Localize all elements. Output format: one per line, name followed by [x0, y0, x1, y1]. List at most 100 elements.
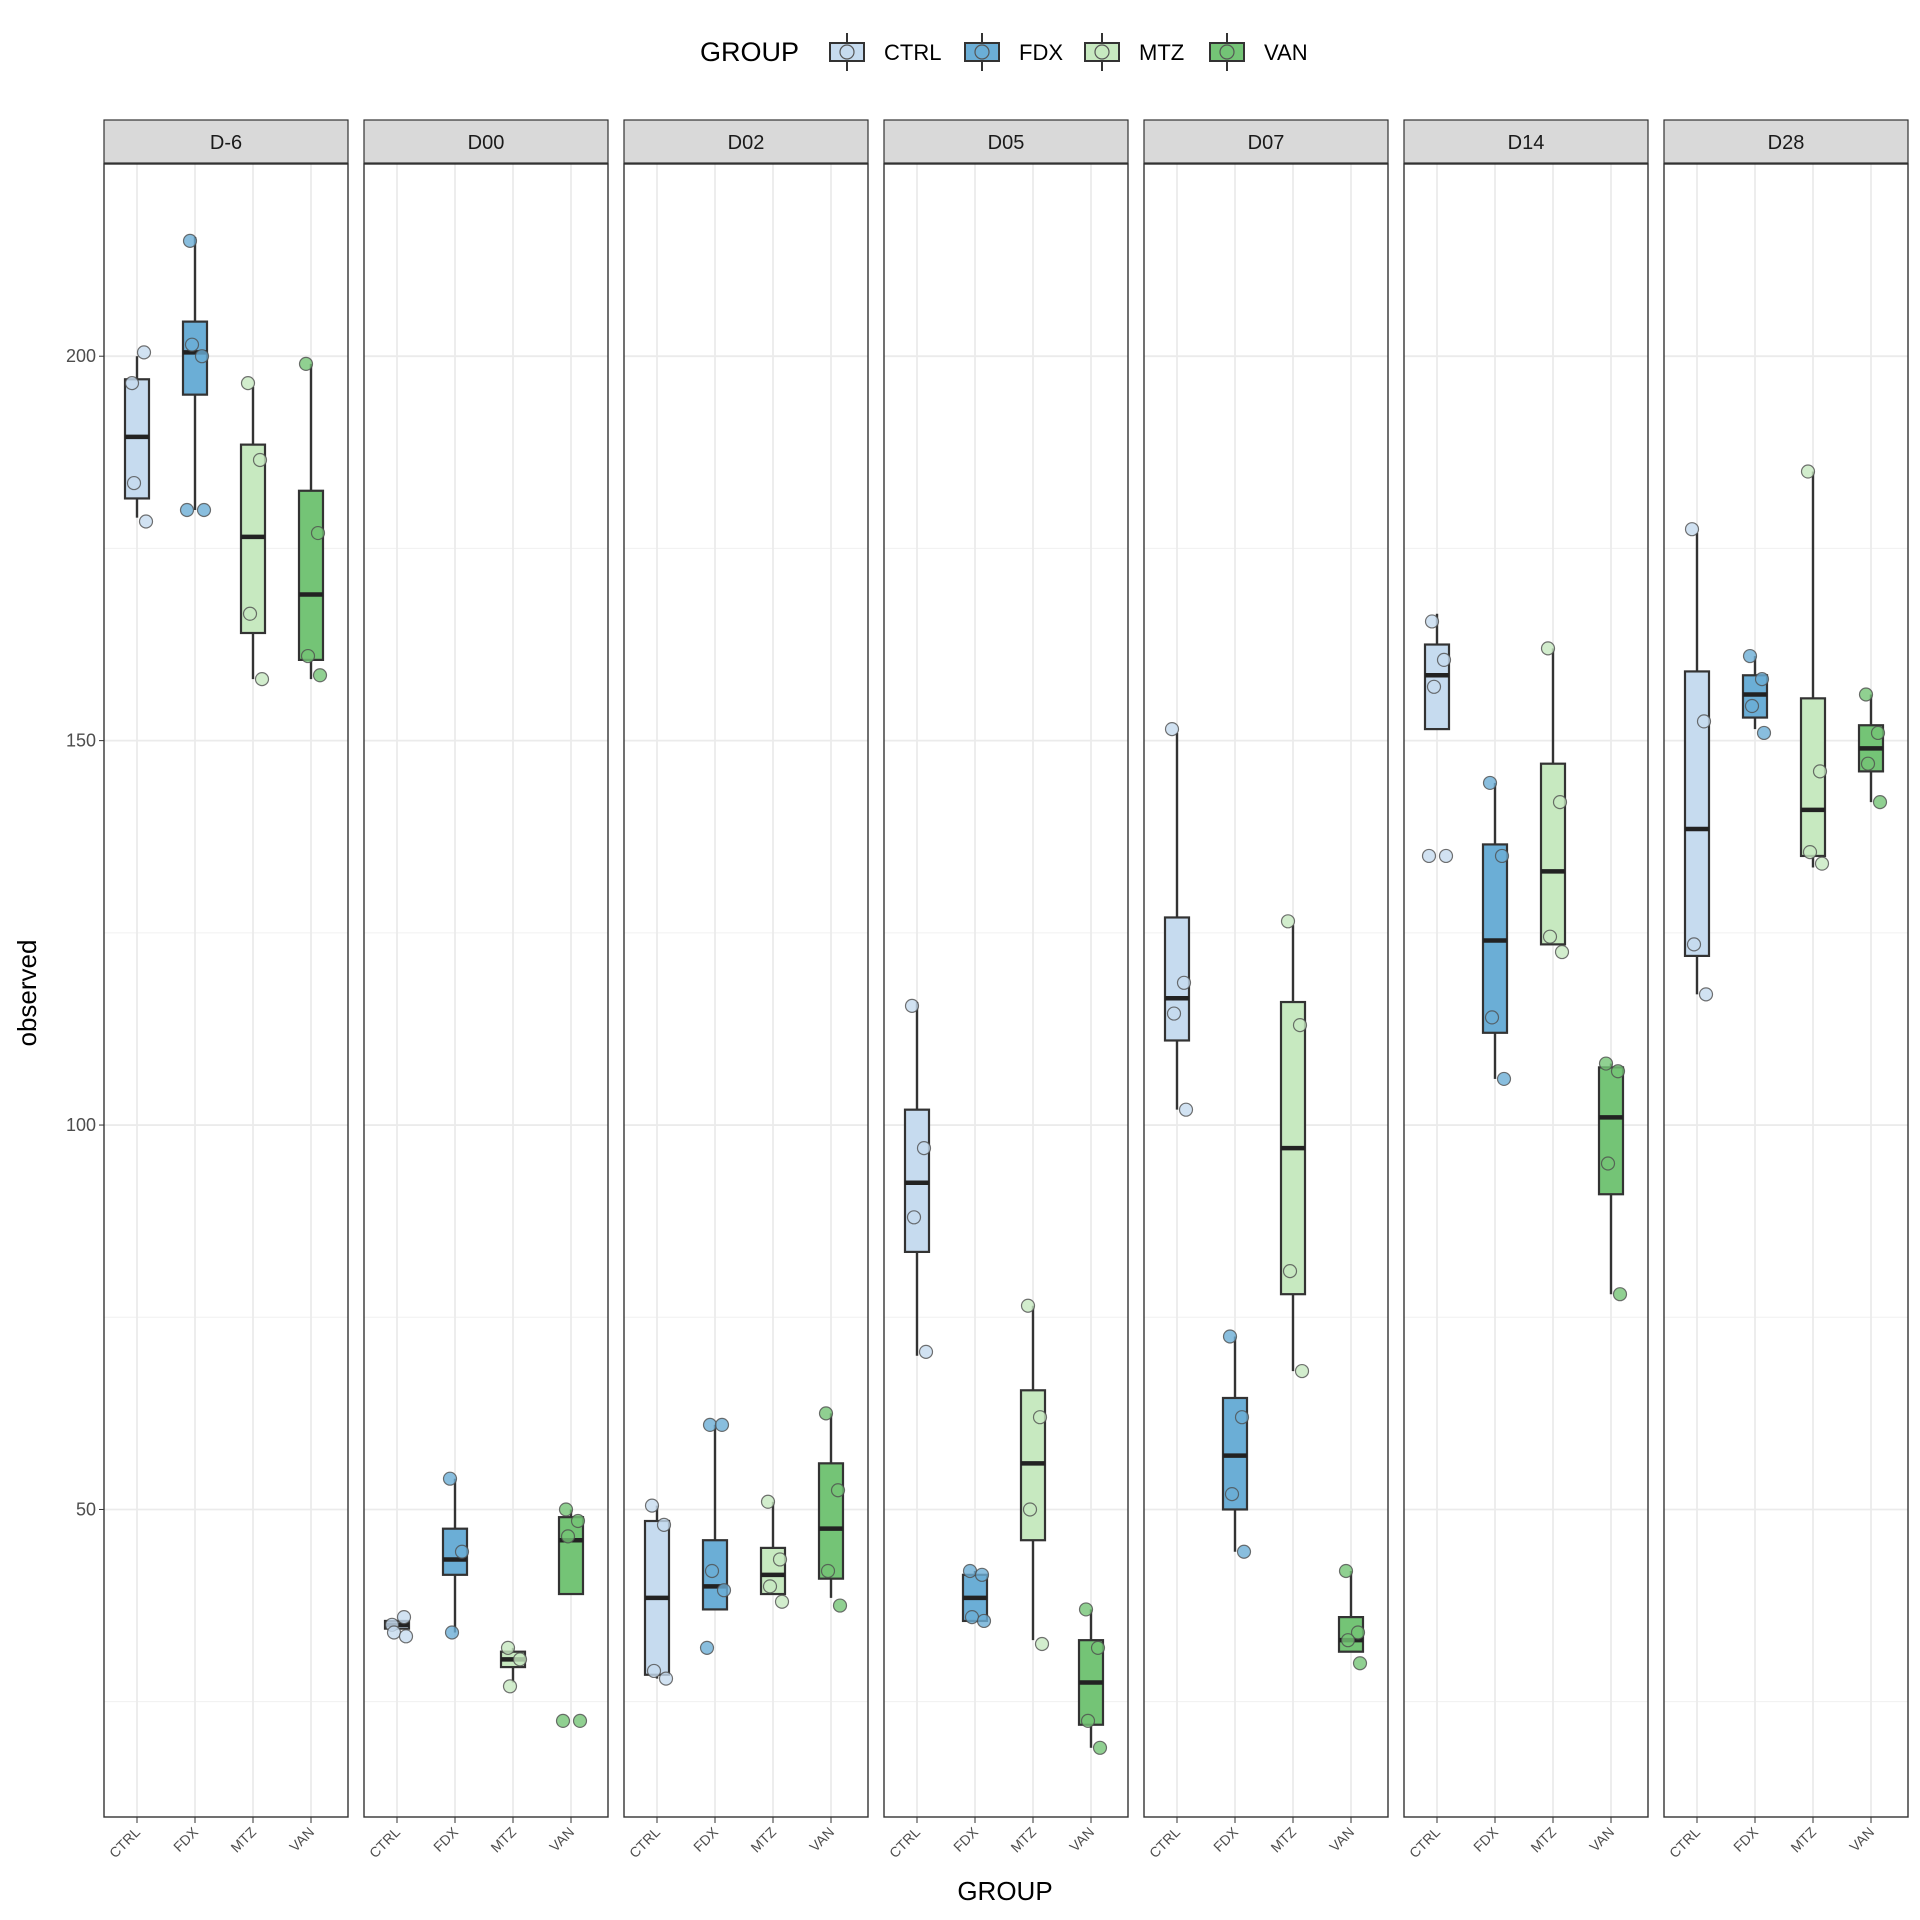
panel-d00: D00 CTRL FDX MTZ VAN	[363, 119, 609, 1861]
box-iqr	[297, 489, 325, 662]
facet-strip	[103, 119, 349, 164]
data-point	[1092, 1740, 1108, 1755]
data-point	[714, 1417, 730, 1432]
legend-label: MTZ	[1139, 40, 1184, 65]
box-iqr	[1539, 762, 1567, 946]
x-tick-label: FDX	[430, 1823, 462, 1855]
data-point	[196, 502, 212, 518]
data-point	[1494, 848, 1510, 864]
data-point	[1164, 721, 1180, 737]
facet-strip-label: D05	[988, 132, 1025, 154]
box-mtz	[1279, 914, 1310, 1379]
data-point	[964, 1610, 980, 1625]
data-point	[1034, 1636, 1050, 1652]
panel-border	[103, 163, 349, 1818]
panel-d-6: D-6 CTRL FDX MTZ VAN	[103, 119, 349, 1861]
panel-border	[623, 163, 869, 1818]
data-point	[1870, 725, 1886, 741]
legend-entry-van: VAN	[1209, 33, 1308, 71]
data-point	[1340, 1633, 1356, 1648]
data-point	[646, 1663, 662, 1679]
data-point	[300, 648, 316, 664]
box-van	[817, 1406, 848, 1613]
box-ctrl	[1421, 613, 1454, 864]
x-tick-label: MTZ	[1007, 1823, 1039, 1855]
data-point	[830, 1483, 846, 1498]
data-point	[1436, 652, 1452, 668]
legend-key-point	[1094, 44, 1110, 60]
panel-border	[1663, 163, 1909, 1818]
data-point	[772, 1552, 788, 1567]
legend-label: CTRL	[884, 40, 941, 65]
box-ctrl	[383, 1610, 414, 1644]
data-point	[820, 1563, 836, 1579]
data-point	[1802, 845, 1818, 860]
data-point	[1800, 464, 1816, 479]
panel-d02: D02 CTRL FDX MTZ VAN	[623, 119, 869, 1861]
data-point	[1178, 1102, 1194, 1117]
legend-key-point	[1219, 44, 1235, 60]
data-point	[1814, 856, 1830, 871]
data-point	[974, 1567, 990, 1582]
panel-d07: D07 CTRL FDX MTZ VAN	[1143, 119, 1389, 1861]
data-point	[512, 1652, 528, 1667]
box-iqr	[1597, 1066, 1625, 1196]
data-point	[1684, 522, 1700, 537]
data-point	[502, 1679, 518, 1694]
data-point	[1294, 1363, 1310, 1379]
x-tick-label: VAN	[1846, 1824, 1877, 1855]
data-point	[298, 356, 314, 371]
facet-strip	[363, 119, 609, 164]
data-point	[1858, 687, 1874, 702]
data-point	[179, 502, 195, 518]
data-point	[454, 1544, 470, 1559]
box-van	[555, 1502, 588, 1728]
data-point	[1292, 1017, 1308, 1033]
facet-strip-label: D02	[728, 132, 765, 154]
box-ctrl	[903, 998, 934, 1359]
data-point	[1484, 1010, 1500, 1025]
data-point	[1222, 1329, 1238, 1344]
data-point	[242, 606, 258, 621]
box-van	[1597, 1056, 1628, 1302]
data-point	[1482, 775, 1498, 791]
box-mtz	[499, 1640, 528, 1694]
box-van	[297, 356, 328, 683]
data-point	[1686, 937, 1702, 952]
data-point	[1542, 929, 1558, 944]
data-point	[1610, 1064, 1626, 1079]
panel-background	[884, 164, 1128, 1817]
data-point	[1424, 614, 1440, 629]
data-point	[1744, 698, 1760, 714]
data-point	[1022, 1502, 1038, 1517]
panel-border	[1143, 163, 1389, 1818]
legend-key-point	[974, 44, 990, 60]
data-point	[182, 233, 198, 248]
x-tick-label: CTRL	[886, 1824, 923, 1861]
legend-key-point	[839, 44, 855, 60]
data-point	[310, 525, 326, 541]
y-axis-title: observed	[12, 940, 42, 1047]
data-point	[904, 998, 920, 1013]
box-fdx	[1481, 775, 1512, 1087]
facet-strip	[623, 119, 869, 164]
box-fdx	[441, 1471, 470, 1640]
data-point	[1872, 795, 1888, 810]
data-point	[136, 345, 152, 360]
data-point	[704, 1563, 720, 1579]
data-point	[1282, 1264, 1298, 1279]
x-tick-label: MTZ	[227, 1823, 259, 1855]
data-point	[1612, 1287, 1628, 1302]
box-iqr	[1683, 670, 1711, 958]
box-mtz	[1539, 641, 1570, 960]
data-point	[1860, 756, 1876, 771]
data-point	[1090, 1640, 1106, 1655]
data-point	[1236, 1544, 1252, 1559]
data-point	[906, 1210, 922, 1225]
legend-title: GROUP	[700, 37, 799, 67]
facet-strip-label: D28	[1768, 132, 1805, 154]
data-point	[572, 1713, 588, 1728]
data-point	[760, 1494, 776, 1509]
data-point	[1698, 987, 1714, 1002]
x-tick-label: VAN	[1326, 1824, 1357, 1855]
